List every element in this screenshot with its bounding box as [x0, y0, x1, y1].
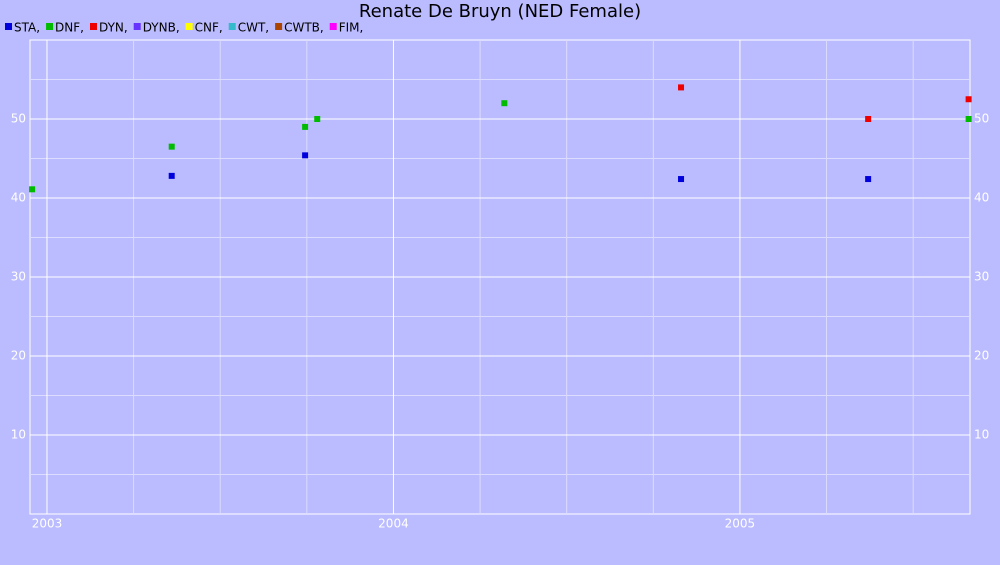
- chart-title: Renate De Bruyn (NED Female): [359, 1, 641, 22]
- legend-swatch: [133, 23, 141, 30]
- legend-label: DNF,: [55, 21, 84, 35]
- y2-tick-label: 40: [974, 191, 989, 205]
- point: [302, 152, 309, 159]
- point: [302, 123, 309, 130]
- legend-label: STA,: [14, 21, 40, 35]
- point: [678, 84, 685, 91]
- y-tick-label: 20: [11, 349, 26, 363]
- point: [501, 100, 508, 107]
- y-tick-label: 40: [11, 191, 26, 205]
- x-tick-label: 2004: [378, 517, 409, 531]
- legend-swatch: [46, 23, 54, 30]
- x-tick-label: 2005: [725, 517, 756, 531]
- point: [29, 186, 36, 193]
- legend-swatch: [275, 23, 283, 30]
- point: [168, 143, 175, 150]
- point: [314, 116, 321, 122]
- legend-label: CNF,: [195, 21, 223, 35]
- point: [965, 96, 972, 103]
- y2-tick-label: 50: [974, 112, 989, 126]
- legend-swatch: [185, 23, 193, 30]
- y-tick-label: 50: [11, 112, 26, 126]
- x-tick-label: 2003: [32, 517, 63, 531]
- y-tick-label: 30: [11, 270, 26, 284]
- y2-tick-label: 20: [974, 349, 989, 363]
- legend-label: CWTB,: [284, 21, 324, 35]
- point: [168, 172, 175, 179]
- point: [965, 116, 972, 122]
- legend-label: CWT,: [238, 21, 269, 35]
- y2-tick-label: 10: [974, 428, 989, 442]
- legend-swatch: [5, 23, 12, 30]
- point: [865, 176, 872, 183]
- point: [678, 176, 685, 183]
- point: [865, 116, 872, 122]
- y2-tick-label: 30: [974, 270, 989, 284]
- legend-label: FIM,: [339, 21, 364, 35]
- legend-label: DYN,: [99, 21, 128, 35]
- legend-swatch: [228, 23, 236, 30]
- y-tick-label: 10: [11, 428, 26, 442]
- legend-swatch: [89, 23, 97, 30]
- legend-swatch: [329, 23, 337, 30]
- legend-label: DYNB,: [143, 21, 180, 35]
